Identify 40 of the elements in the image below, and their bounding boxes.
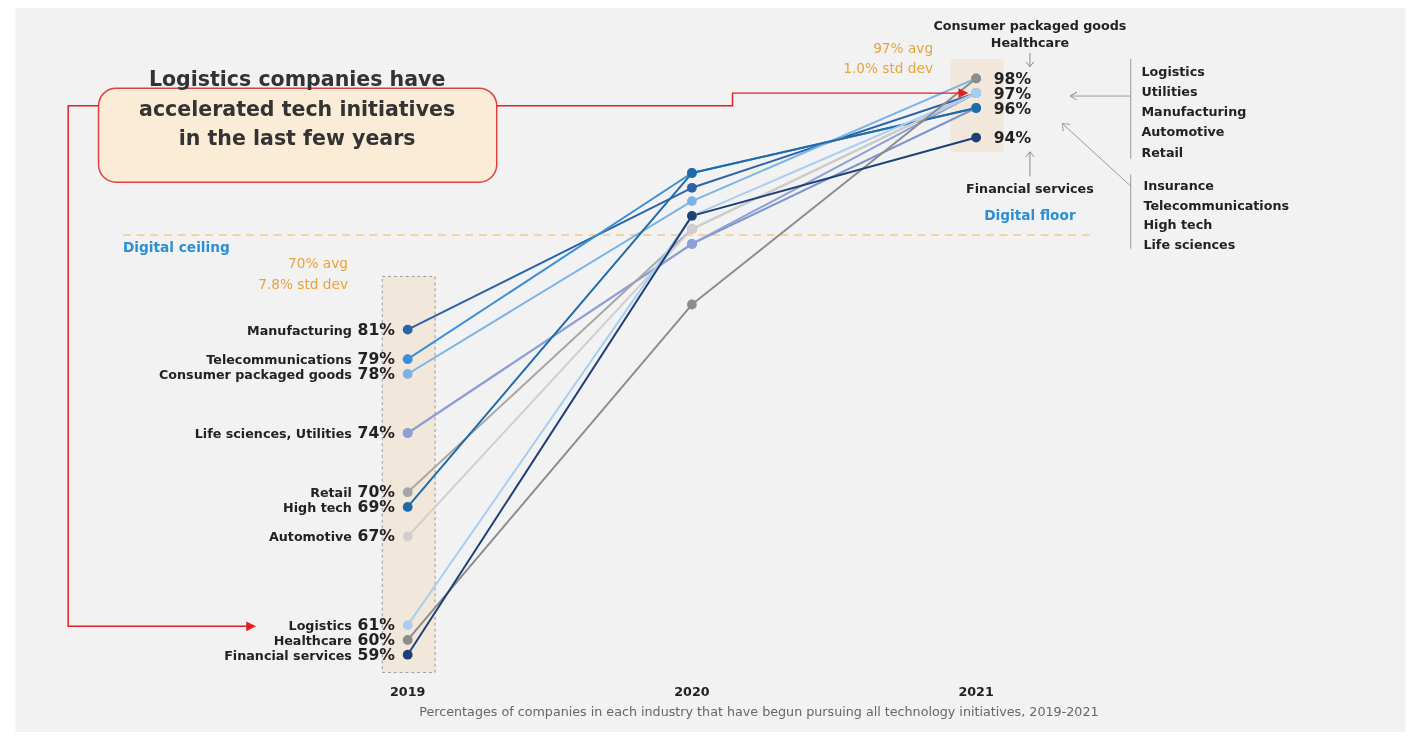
text: Telecommunications	[1143, 197, 1290, 213]
x-axis-title: Percentages of companies in each industry that have begun pursuing all technology initiatives, 2019-2021	[419, 704, 1099, 720]
text: Logistics	[1141, 63, 1205, 79]
annotation: Logistics companies have accelerated tech initiatives in the last few years	[139, 67, 456, 150]
x-tick-label: 2021	[958, 683, 994, 699]
data-label: 81%	[357, 319, 396, 339]
annotation: High tech	[283, 499, 352, 515]
text: 1.0% std dev	[843, 59, 934, 76]
annotation: Consumer packaged goods	[159, 366, 352, 382]
text: Automotive	[1141, 124, 1225, 140]
annotation: 7.8% std dev	[258, 275, 349, 292]
annotation: Healthcare	[273, 632, 352, 648]
text: Healthcare	[990, 35, 1070, 51]
data-label: 78%	[357, 363, 396, 383]
text: Utilities	[1141, 83, 1198, 99]
annotation: Telecommunications	[206, 352, 352, 368]
data-label: 69%	[357, 496, 396, 516]
text: Consumer packaged goods	[933, 17, 1127, 33]
annotation: Retail	[310, 485, 352, 501]
data-label: 74%	[357, 422, 396, 442]
ref-line-label: Digital ceiling	[122, 238, 230, 255]
data-label: 67%	[357, 526, 396, 546]
annotation: Logistics	[288, 618, 352, 634]
text: Retail	[1141, 144, 1184, 160]
text: High tech	[1143, 217, 1213, 233]
text: Insurance	[1143, 177, 1214, 193]
data-label: 96%	[993, 98, 1032, 118]
annotation: Manufacturing	[247, 322, 352, 338]
data-label: 94%	[993, 128, 1032, 148]
text: 97% avg	[873, 40, 934, 57]
annotation: Digital floor	[984, 207, 1076, 224]
annotation: Life sciences, Utilities	[194, 425, 352, 441]
x-tick-label: 2019	[390, 683, 426, 699]
text: Life sciences	[1143, 236, 1236, 252]
annotation: 70% avg	[288, 255, 349, 272]
annotation: Automotive	[268, 529, 352, 545]
annotation: Financial services	[966, 180, 1094, 196]
text: Manufacturing	[1141, 104, 1247, 120]
annotation: Financial services	[224, 647, 352, 663]
x-tick-label: 2020	[674, 683, 710, 699]
